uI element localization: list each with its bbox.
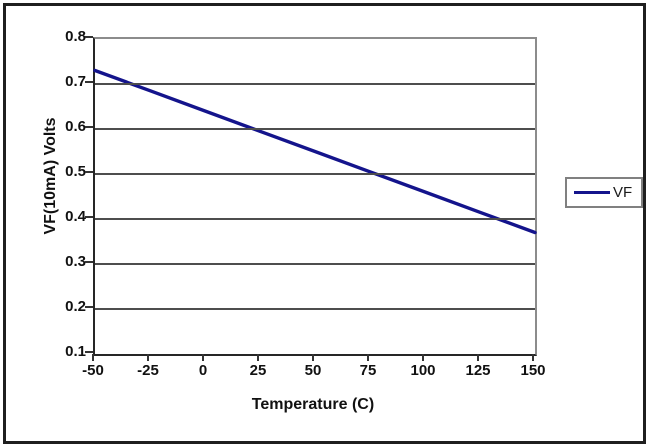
- y-gridline: [95, 128, 535, 130]
- y-tick-mark: [85, 81, 93, 83]
- x-tick-label: 150: [520, 362, 546, 379]
- x-tick-label: -50: [82, 362, 104, 379]
- x-tick-mark: [367, 354, 369, 361]
- y-axis-title: VF(10mA) Volts: [42, 117, 59, 235]
- x-tick-mark: [257, 354, 259, 361]
- x-tick-label: 100: [410, 362, 436, 379]
- vf-line-series: [93, 68, 537, 235]
- y-tick-label: 0.8: [65, 28, 86, 45]
- x-tick-mark: [92, 354, 94, 361]
- y-tick-mark: [85, 351, 93, 353]
- x-tick-mark: [422, 354, 424, 361]
- y-tick-label: 0.4: [65, 208, 86, 225]
- y-gridline: [95, 218, 535, 220]
- y-tick-label: 0.1: [65, 343, 86, 360]
- y-tick-label: 0.2: [65, 298, 86, 315]
- y-tick-mark: [85, 261, 93, 263]
- y-tick-mark: [85, 306, 93, 308]
- x-tick-mark: [312, 354, 314, 361]
- y-gridline: [95, 83, 535, 85]
- plot-area: [93, 37, 537, 356]
- y-tick-mark: [85, 216, 93, 218]
- x-tick-label: 0: [198, 362, 208, 379]
- y-tick-label: 0.5: [65, 163, 86, 180]
- y-tick-mark: [85, 126, 93, 128]
- y-tick-mark: [85, 36, 93, 38]
- legend-series-label: VF: [613, 184, 633, 201]
- y-gridline: [95, 308, 535, 310]
- legend: VF: [565, 177, 643, 208]
- x-tick-label: 25: [249, 362, 267, 379]
- y-tick-label: 0.3: [65, 253, 86, 270]
- x-tick-mark: [147, 354, 149, 361]
- x-tick-mark: [202, 354, 204, 361]
- x-axis-title: Temperature (C): [251, 396, 375, 413]
- y-tick-label: 0.7: [65, 73, 86, 90]
- legend-line-sample: [574, 190, 610, 195]
- y-gridline: [95, 173, 535, 175]
- y-tick-mark: [85, 171, 93, 173]
- x-tick-label: 125: [465, 362, 491, 379]
- vf-line: [93, 68, 537, 235]
- x-tick-mark: [532, 354, 534, 361]
- x-tick-label: -25: [137, 362, 159, 379]
- y-gridline: [95, 263, 535, 265]
- x-tick-label: 75: [359, 362, 377, 379]
- x-tick-label: 50: [304, 362, 322, 379]
- y-tick-label: 0.6: [65, 118, 86, 135]
- x-tick-mark: [477, 354, 479, 361]
